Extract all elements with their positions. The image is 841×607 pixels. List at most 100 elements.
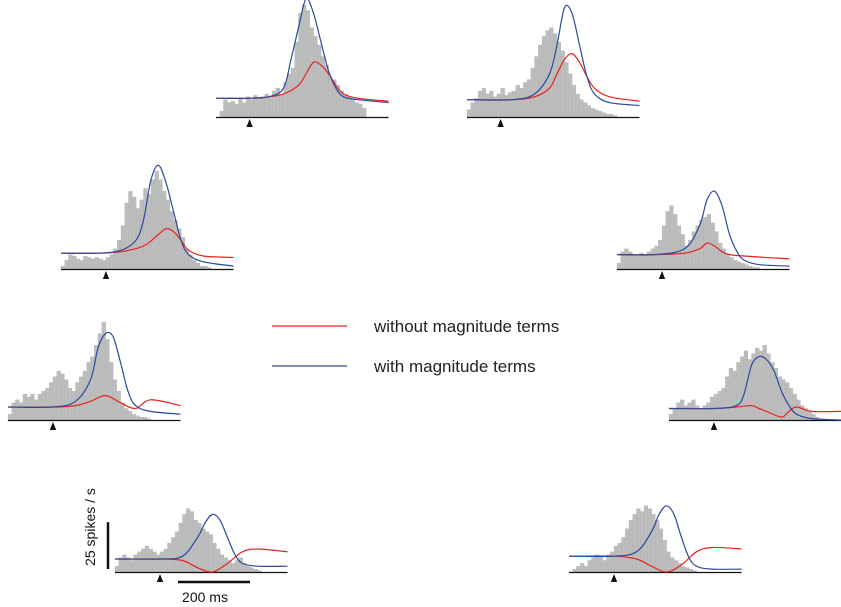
histogram-bar <box>124 202 129 270</box>
histogram-bar <box>169 211 174 270</box>
histogram-bar <box>699 219 704 270</box>
histogram-bar <box>52 376 58 421</box>
histogram-bar <box>613 115 618 118</box>
histogram-bar <box>60 265 66 270</box>
histogram-bar <box>152 551 157 573</box>
psth-panel <box>60 164 234 279</box>
fit-curve-with-magnitude <box>60 164 234 267</box>
psth-panel <box>466 4 640 127</box>
histogram-bar <box>279 93 284 118</box>
histogram-bar <box>676 225 682 270</box>
histogram-bar <box>34 399 39 421</box>
histogram-bar <box>640 511 645 573</box>
histogram-bar <box>109 362 114 421</box>
histogram-bar <box>165 199 171 270</box>
histogram-bar <box>72 255 77 270</box>
histogram-bar <box>685 567 690 573</box>
stimulus-onset-marker <box>610 574 618 582</box>
histogram-bar <box>257 98 262 118</box>
histogram-bar <box>105 339 110 421</box>
histogram-bar <box>602 560 607 573</box>
histogram-bar <box>313 36 318 118</box>
histogram-bar <box>189 511 195 573</box>
stimulus-onset-marker <box>710 422 718 430</box>
histogram-bar <box>68 254 73 270</box>
histogram-bar <box>511 90 517 118</box>
histogram-bar <box>87 257 92 270</box>
histogram-bar <box>661 225 667 270</box>
histogram-bar <box>702 405 707 421</box>
histogram-bar <box>350 99 356 118</box>
histogram-bar <box>500 88 505 118</box>
histogram-bar <box>219 554 225 573</box>
histogram-bar <box>485 93 490 118</box>
histogram-bar <box>571 85 577 118</box>
histogram-bar <box>208 534 213 573</box>
histogram-bar <box>575 93 580 118</box>
histogram-bar <box>223 99 228 118</box>
histogram-bar <box>212 543 217 573</box>
histogram-bar <box>781 379 786 421</box>
histogram-bar <box>159 551 165 573</box>
stimulus-onset-marker <box>49 422 57 430</box>
histogram-bar <box>606 554 611 573</box>
histogram-bar <box>654 245 659 270</box>
histogram-bar <box>688 568 694 573</box>
histogram-bar <box>668 414 674 421</box>
histogram-bar <box>748 265 753 270</box>
histogram-bar <box>523 82 528 118</box>
stimulus-onset-marker <box>102 271 110 279</box>
histogram-bar <box>83 255 88 270</box>
histogram-bar <box>156 554 161 573</box>
histogram-bar <box>109 254 114 270</box>
histogram-bar <box>45 388 50 421</box>
histogram-bar <box>199 265 204 270</box>
histogram-bar <box>713 393 719 421</box>
histogram-bar <box>354 102 359 118</box>
histogram-bar <box>362 108 367 118</box>
psth-panel <box>215 0 389 127</box>
histogram-bar <box>579 99 584 118</box>
histogram-bar <box>294 41 299 118</box>
histogram-bar <box>41 391 46 421</box>
histogram-bar <box>246 566 251 573</box>
histogram-bar <box>290 67 296 118</box>
histogram-bar <box>154 170 159 270</box>
histogram-bar <box>135 415 140 421</box>
psth-panel <box>7 321 181 430</box>
histogram-bar <box>692 570 697 573</box>
histogram-bar <box>598 557 604 573</box>
histogram-bar <box>680 234 685 270</box>
histogram-bar <box>238 557 243 573</box>
histogram-bar <box>655 520 660 573</box>
histogram-bar <box>86 362 91 421</box>
histogram-bar <box>79 260 84 270</box>
histogram-bar <box>788 388 794 421</box>
histogram-bar <box>687 402 692 421</box>
histogram-bar <box>201 528 206 573</box>
histogram-bar <box>698 408 704 421</box>
histogram-bar <box>178 522 183 573</box>
histogram-bar <box>751 267 757 270</box>
histogram-bar <box>19 402 24 421</box>
histogram-bar <box>56 370 61 421</box>
histogram-bar <box>605 113 610 118</box>
stimulus-onset-marker <box>658 271 666 279</box>
histogram-bar <box>207 267 212 270</box>
scale-bar-x-label: 200 ms <box>182 589 228 605</box>
histogram-bar <box>227 102 232 118</box>
histogram-bar <box>625 528 630 573</box>
histogram-bar <box>683 405 689 421</box>
histogram-bar <box>120 225 126 270</box>
histogram-bar <box>11 402 16 421</box>
histogram-bar <box>141 548 146 573</box>
histogram-bar <box>124 408 129 421</box>
histogram-bar <box>538 44 543 118</box>
histogram-bar <box>706 402 711 421</box>
histogram-bar <box>736 362 741 421</box>
histogram-bar <box>706 214 712 270</box>
histogram-bar <box>163 548 168 573</box>
histogram-bar <box>64 379 69 421</box>
histogram-bar <box>755 267 760 270</box>
